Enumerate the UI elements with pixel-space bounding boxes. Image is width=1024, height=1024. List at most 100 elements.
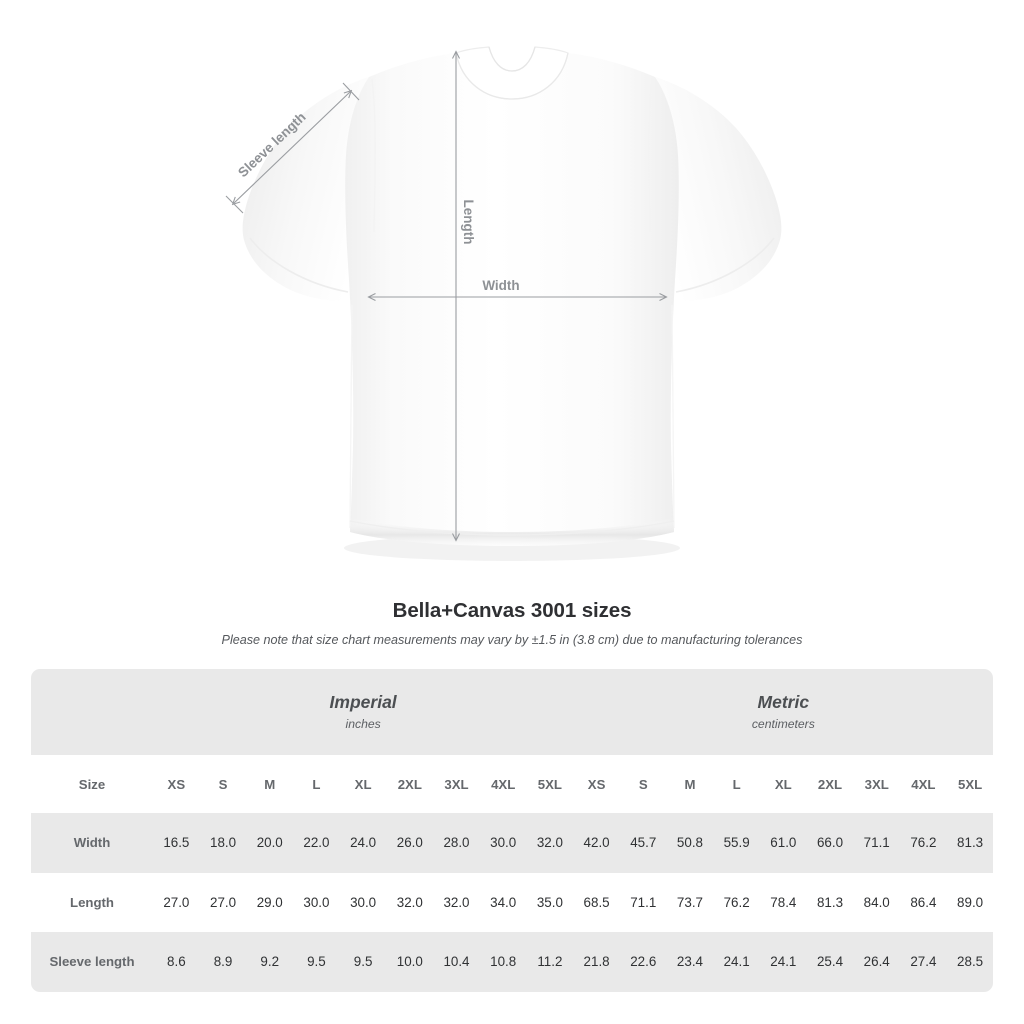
cell-r1-c4: 30.0 bbox=[339, 872, 387, 932]
heading-block: Bella+Canvas 3001 sizes Please note that… bbox=[0, 598, 1024, 648]
size-header-4: XL bbox=[339, 755, 387, 813]
cell-r0-c0: 16.5 bbox=[153, 813, 200, 873]
cell-r2-c17: 28.5 bbox=[946, 932, 994, 992]
cell-r2-c14: 25.4 bbox=[806, 932, 854, 992]
right-cuff-hem bbox=[675, 237, 775, 293]
table-row: Length 27.0 27.0 29.0 30.0 30.0 32.0 32.0 34.0 35… bbox=[31, 872, 994, 932]
size-header-3: L bbox=[293, 755, 340, 813]
cell-r0-c2: 20.0 bbox=[246, 813, 294, 873]
size-header-10: S bbox=[619, 755, 667, 813]
shirt-body bbox=[345, 53, 679, 546]
cell-r1-c9: 68.5 bbox=[573, 872, 620, 932]
cell-r1-c0: 27.0 bbox=[153, 872, 200, 932]
cell-r0-c8: 32.0 bbox=[526, 813, 574, 873]
cell-r0-c5: 26.0 bbox=[386, 813, 434, 873]
unit-sub-metric: centimeters bbox=[751, 717, 815, 731]
size-header-6: 3XL bbox=[433, 755, 480, 813]
row-label-2: Sleeve length bbox=[31, 932, 153, 992]
cell-r1-c10: 71.1 bbox=[619, 872, 667, 932]
table-row: Width 16.5 18.0 20.0 22.0 24.0 26.0 28.0 30.0 32.… bbox=[31, 813, 994, 873]
side-seam-right bbox=[671, 304, 675, 529]
cell-r1-c1: 27.0 bbox=[199, 872, 247, 932]
cell-r0-c6: 28.0 bbox=[433, 813, 480, 873]
product-diagram: Sleeve length Length Width bbox=[225, 46, 782, 561]
cell-r0-c3: 22.0 bbox=[293, 813, 340, 873]
size-header-14: 2XL bbox=[806, 755, 854, 813]
cell-r1-c11: 73.7 bbox=[666, 872, 714, 932]
size-header-17: 5XL bbox=[946, 755, 994, 813]
cell-r1-c14: 81.3 bbox=[806, 872, 854, 932]
sleeve-tick-end bbox=[342, 82, 360, 101]
cell-r2-c0: 8.6 bbox=[153, 932, 200, 992]
cell-r1-c13: 78.4 bbox=[759, 872, 807, 932]
cell-r2-c13: 24.1 bbox=[759, 932, 807, 992]
cell-r1-c16: 86.4 bbox=[900, 872, 947, 932]
size-header-0: XS bbox=[153, 755, 200, 813]
cell-r0-c15: 71.1 bbox=[853, 813, 901, 873]
cell-r1-c12: 76.2 bbox=[713, 872, 760, 932]
cell-r2-c8: 11.2 bbox=[526, 932, 574, 992]
unit-name-metric: Metric bbox=[757, 692, 810, 712]
side-seam-left bbox=[349, 304, 353, 529]
size-header-8: 5XL bbox=[526, 755, 574, 813]
unit-group-imperial: Imperial inches bbox=[153, 669, 574, 755]
cell-r1-c17: 89.0 bbox=[946, 872, 994, 932]
cell-r0-c9: 42.0 bbox=[573, 813, 620, 873]
cell-r0-c14: 66.0 bbox=[806, 813, 854, 873]
size-header-16: 4XL bbox=[900, 755, 947, 813]
page-title: Bella+Canvas 3001 sizes bbox=[392, 599, 632, 622]
size-header-7: 4XL bbox=[479, 755, 527, 813]
cell-r2-c15: 26.4 bbox=[853, 932, 901, 992]
cell-r0-c17: 81.3 bbox=[946, 813, 994, 873]
size-header-row: Size XS S M L XL 2XL 3XL 4XL 5XL XS S M L XL 2XL 3XL 4XL… bbox=[31, 755, 994, 813]
size-header-13: XL bbox=[759, 755, 807, 813]
unit-sub-imperial: inches bbox=[345, 717, 381, 731]
shirt-hem-line bbox=[349, 520, 675, 536]
cell-r0-c13: 61.0 bbox=[759, 813, 807, 873]
shirt-collar-outer-edge bbox=[455, 52, 569, 100]
cell-r2-c3: 9.5 bbox=[293, 932, 340, 992]
size-chart-table: Imperial inches Metric centimeters Size … bbox=[31, 669, 994, 992]
cell-r1-c3: 30.0 bbox=[293, 872, 340, 932]
cell-r2-c5: 10.0 bbox=[386, 932, 434, 992]
shirt-bottom-hem bbox=[350, 518, 674, 546]
row-label-1: Length bbox=[31, 872, 153, 932]
unit-group-metric: Metric centimeters bbox=[573, 669, 994, 755]
cell-r2-c12: 24.1 bbox=[713, 932, 760, 992]
size-header-9: XS bbox=[573, 755, 620, 813]
size-header-11: M bbox=[666, 755, 714, 813]
cell-r1-c5: 32.0 bbox=[386, 872, 434, 932]
row-label-0: Width bbox=[31, 813, 153, 873]
cell-r0-c10: 45.7 bbox=[619, 813, 667, 873]
cell-r2-c9: 21.8 bbox=[573, 932, 620, 992]
cell-r1-c2: 29.0 bbox=[246, 872, 294, 932]
cell-r0-c7: 30.0 bbox=[479, 813, 527, 873]
cell-r1-c15: 84.0 bbox=[853, 872, 901, 932]
size-header-15: 3XL bbox=[853, 755, 901, 813]
cell-r2-c2: 9.2 bbox=[246, 932, 294, 992]
cell-r2-c6: 10.4 bbox=[433, 932, 480, 992]
size-header-1: S bbox=[199, 755, 247, 813]
cell-r0-c16: 76.2 bbox=[900, 813, 947, 873]
shoulder-seam-right bbox=[648, 78, 653, 233]
cell-r2-c16: 27.4 bbox=[900, 932, 947, 992]
cell-r0-c4: 24.0 bbox=[339, 813, 387, 873]
cell-r0-c1: 18.0 bbox=[199, 813, 247, 873]
cell-r2-c4: 9.5 bbox=[339, 932, 387, 992]
sleeve-tick-start bbox=[225, 195, 244, 214]
cell-r2-c11: 23.4 bbox=[666, 932, 714, 992]
unit-band-spacer bbox=[31, 669, 153, 755]
unit-name-imperial: Imperial bbox=[329, 692, 397, 712]
left-cuff-hem bbox=[249, 237, 349, 293]
cell-r2-c10: 22.6 bbox=[619, 932, 667, 992]
sleeve-arrow bbox=[233, 91, 351, 204]
table-row: Sleeve length 8.6 8.9 9.2 9.5 9.5 10.0 10.4 10.8… bbox=[31, 932, 994, 992]
shoulder-seam-left bbox=[371, 78, 376, 233]
size-header-12: L bbox=[713, 755, 760, 813]
shirt-collar-inner-edge bbox=[488, 46, 536, 72]
tolerance-note: Please note that size chart measurements… bbox=[221, 633, 803, 647]
cell-r2-c7: 10.8 bbox=[479, 932, 527, 992]
width-label: Width bbox=[482, 278, 519, 293]
header-corner-size: Size bbox=[31, 755, 153, 813]
size-header-5: 2XL bbox=[386, 755, 434, 813]
